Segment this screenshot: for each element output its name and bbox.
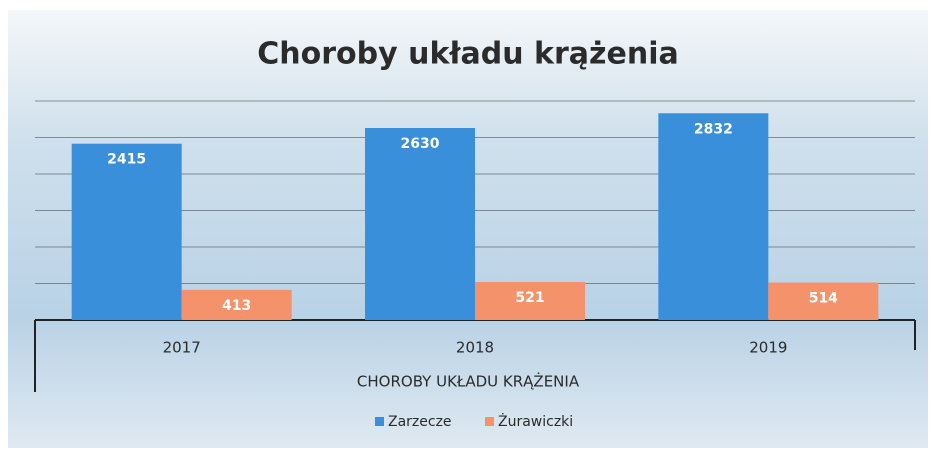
bar [475,281,585,320]
bar [365,128,475,320]
bar [181,289,292,320]
bar [768,282,879,320]
data-label: 2415 [107,152,146,168]
bar [71,143,182,320]
data-label: 521 [515,290,544,306]
x-axis-title: CHOROBY UKŁADU KRĄŻENIA [357,372,580,391]
x-tick-label: 2019 [749,339,787,357]
data-label: 2832 [694,121,733,137]
legend-label: Zarzecze [388,414,452,430]
legend-swatch [375,417,384,426]
legend-swatch [485,417,494,426]
data-label: 2630 [401,136,440,152]
legend-label: Żurawiczki [498,412,573,430]
x-tick-label: 2018 [456,339,494,357]
bar [658,113,769,320]
chart-title: Choroby układu krążenia [257,37,679,72]
data-label: 413 [222,298,251,314]
x-tick-label: 2017 [163,339,201,357]
data-label: 514 [809,290,838,306]
